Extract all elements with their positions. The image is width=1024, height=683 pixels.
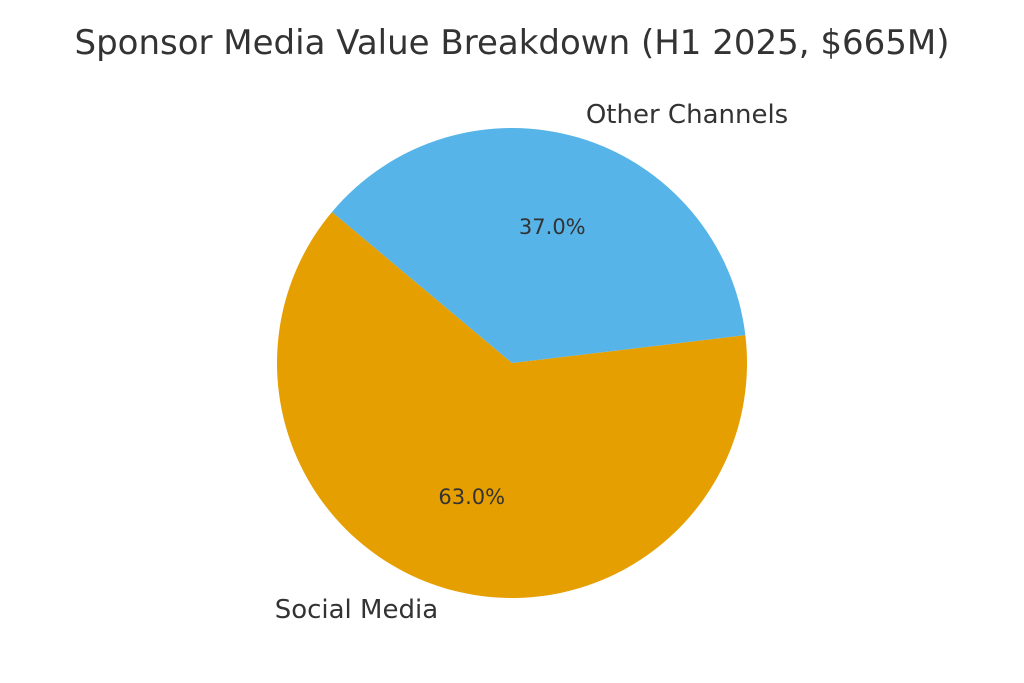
slice-label-social-media: Social Media [275,595,438,625]
pie-slice-social-media [277,211,748,599]
chart-title: Sponsor Media Value Breakdown (H1 2025, … [74,23,949,63]
pct-label-social-media: 63.0% [438,485,505,509]
slice-label-other-channels: Other Channels [586,100,788,130]
pie-slice-other-channels [331,128,746,363]
pct-label-other-channels: 37.0% [519,215,586,239]
pie-slices [277,128,748,599]
pie-labels: Social Media 63.0% Other Channels 37.0% [275,100,789,625]
